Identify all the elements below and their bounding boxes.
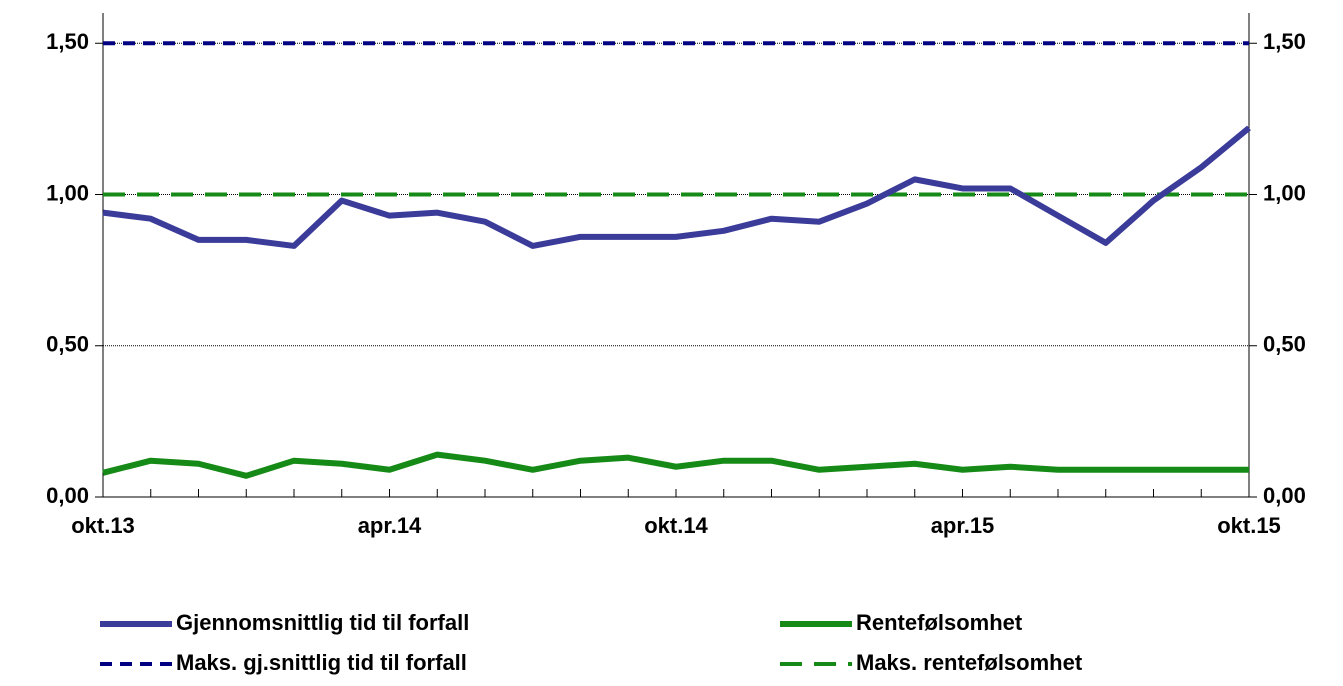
- x-tick-label: apr.15: [931, 513, 995, 538]
- y-tick-label: 0,50: [46, 332, 89, 357]
- legend-label: Maks. rentefølsomhet: [856, 650, 1083, 675]
- legend-label: Gjennomsnittlig tid til forfall: [176, 610, 469, 635]
- legend-label: Rentefølsomhet: [856, 610, 1023, 635]
- series-line: [102, 451, 1249, 479]
- y-tick-label: 1,00: [46, 180, 89, 205]
- y-tick-label: 1,50: [46, 29, 89, 54]
- x-tick-label: okt.14: [644, 513, 708, 538]
- series-line: [102, 125, 1251, 249]
- x-tick-label: okt.15: [1217, 513, 1281, 538]
- y-tick-label: 0,00: [46, 483, 89, 508]
- y2-tick-label: 1,50: [1263, 29, 1306, 54]
- legend-label: Maks. gj.snittlig tid til forfall: [176, 650, 467, 675]
- y2-tick-label: 1,00: [1263, 180, 1306, 205]
- x-tick-label: okt.13: [71, 513, 135, 538]
- y2-tick-label: 0,00: [1263, 483, 1306, 508]
- x-tick-label: apr.14: [358, 513, 422, 538]
- y2-tick-label: 0,50: [1263, 332, 1306, 357]
